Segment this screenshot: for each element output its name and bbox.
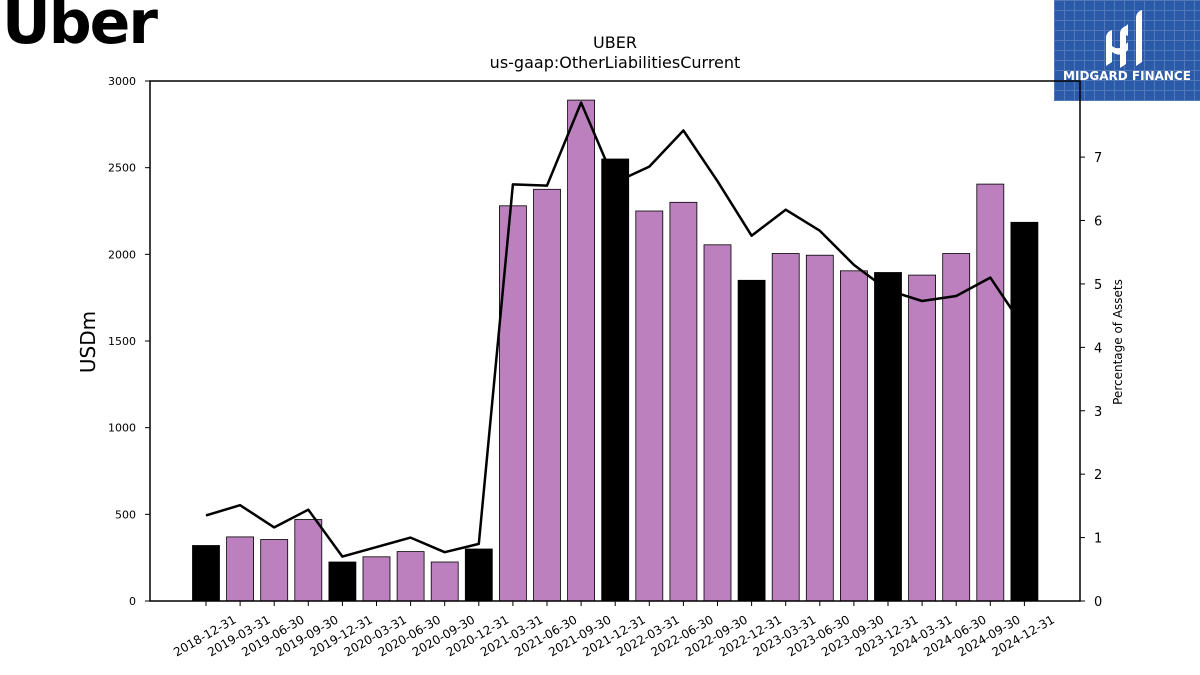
bar bbox=[362, 556, 391, 602]
bar bbox=[260, 539, 289, 602]
y-tick-label: 1000 bbox=[108, 422, 136, 435]
y-axis-label: USDm bbox=[76, 311, 100, 373]
bar bbox=[669, 201, 698, 602]
chart-subtitle: us-gaap:OtherLiabilitiesCurrent bbox=[490, 53, 741, 72]
bar bbox=[567, 99, 595, 602]
y-tick-label: 3000 bbox=[108, 75, 136, 88]
y2-tick-label: 7 bbox=[1094, 151, 1102, 166]
y-tick-label: 2000 bbox=[108, 248, 136, 261]
midgard-emblem-icon bbox=[1106, 10, 1142, 68]
bar bbox=[737, 279, 766, 602]
bar bbox=[430, 561, 459, 602]
bar bbox=[805, 254, 834, 602]
bar-series bbox=[192, 99, 1039, 602]
y-tick-label: 500 bbox=[115, 508, 136, 521]
y2-axis-label: Percentage of Assets bbox=[1111, 279, 1125, 405]
y-tick-label: 1500 bbox=[108, 335, 136, 348]
y2-tick-label: 1 bbox=[1094, 532, 1102, 547]
bar bbox=[226, 536, 255, 602]
bar bbox=[396, 551, 425, 602]
bar bbox=[533, 188, 561, 602]
bar bbox=[635, 210, 664, 602]
bar bbox=[840, 270, 868, 602]
sponsor-name: MIDGARD FINANCE bbox=[1063, 69, 1191, 83]
line-series bbox=[205, 101, 1026, 558]
bar bbox=[874, 272, 902, 602]
bar bbox=[294, 519, 323, 602]
uber-logo: Uber bbox=[2, 0, 158, 58]
y2-tick-label: 2 bbox=[1094, 468, 1102, 483]
y2-tick-label: 0 bbox=[1094, 595, 1102, 610]
y-tick-label: 2500 bbox=[108, 162, 136, 175]
bar bbox=[771, 253, 800, 602]
bar bbox=[942, 253, 971, 602]
bar bbox=[703, 244, 732, 602]
y-tick-label: 0 bbox=[129, 595, 136, 608]
chart-title: UBER bbox=[593, 33, 637, 52]
bar bbox=[328, 561, 357, 602]
y2-tick-label: 5 bbox=[1094, 278, 1102, 293]
y2-tick-label: 3 bbox=[1094, 405, 1102, 420]
percentage-line bbox=[205, 101, 1026, 558]
bar bbox=[1010, 221, 1039, 602]
midgard-finance-logo: MIDGARD FINANCE bbox=[1054, 0, 1200, 101]
y2-tick-label: 4 bbox=[1094, 341, 1102, 356]
bar bbox=[192, 545, 220, 602]
y2-tick-label: 6 bbox=[1094, 215, 1102, 230]
bar bbox=[601, 158, 630, 602]
bar bbox=[464, 548, 493, 602]
bar bbox=[498, 205, 527, 602]
bar bbox=[976, 183, 1005, 602]
bar bbox=[908, 274, 936, 602]
